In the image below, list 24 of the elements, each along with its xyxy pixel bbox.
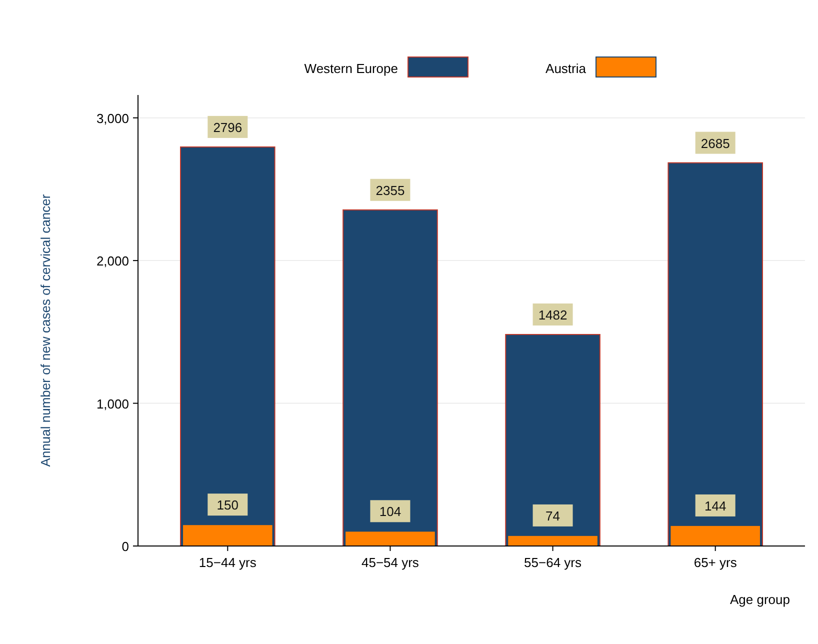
data-label: 104 (379, 504, 402, 520)
bar (505, 334, 600, 546)
data-label: 2796 (213, 120, 242, 135)
x-tick-label: 65+ yrs (694, 555, 738, 570)
data-label: 1482 (538, 307, 568, 322)
x-tick-label: 45−54 yrs (361, 555, 420, 570)
data-label: 74 (546, 508, 560, 524)
y-tick-label: 0 (122, 539, 129, 554)
y-tick-label: 3,000 (96, 110, 129, 126)
legend-label: Western Europe (304, 61, 398, 76)
y-tick-label: 2,000 (96, 254, 129, 269)
y-tick-label: 1,000 (96, 396, 129, 412)
data-label: 150 (216, 498, 239, 513)
x-axis-title: Age group (730, 592, 790, 607)
data-label: 144 (704, 498, 726, 514)
data-label: 2355 (376, 182, 405, 198)
y-axis-title: Annual number of new cases of cervical cancer (38, 194, 53, 467)
bar (342, 209, 438, 546)
x-tick-label: 15−44 yrs (198, 555, 257, 570)
legend-label: Austria (546, 61, 587, 76)
data-label: 2685 (700, 136, 730, 151)
bar (180, 146, 276, 546)
x-tick-label: 55−64 yrs (524, 555, 582, 570)
bar (668, 162, 763, 546)
